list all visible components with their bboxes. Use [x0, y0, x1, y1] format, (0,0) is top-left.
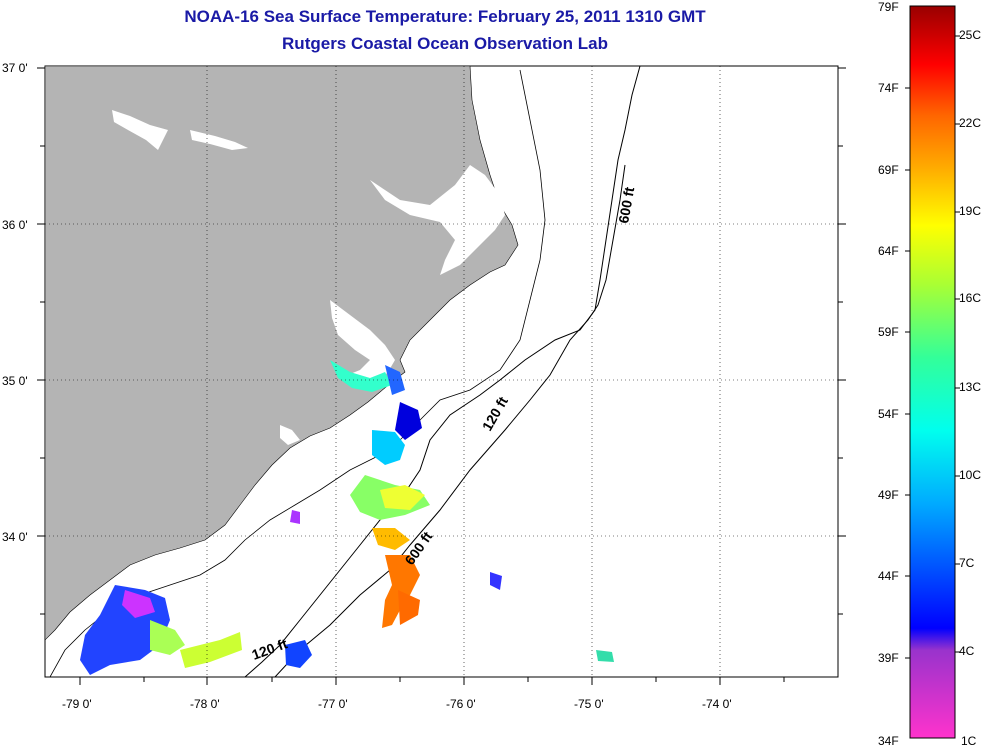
colorbar-f-label: 74F [878, 81, 899, 95]
lat-label: 35 0' [2, 374, 28, 388]
colorbar-f-label: 39F [878, 651, 899, 665]
colorbar-c-label: 10C [959, 468, 982, 482]
sound [190, 130, 248, 150]
map-title: NOAA-16 Sea Surface Temperature: Februar… [184, 7, 706, 26]
colorbar-c-label: 22C [959, 116, 982, 130]
lon-label: -78 0' [190, 697, 220, 711]
colorbar-f-label: 69F [878, 163, 899, 177]
lon-label: -76 0' [446, 697, 476, 711]
sound [280, 425, 300, 445]
colorbar-f-label: 54F [878, 407, 899, 421]
colorbar-c-label: 25C [959, 28, 982, 42]
axis-ticks [37, 67, 846, 685]
colorbar-f-label: 59F [878, 325, 899, 339]
colorbar-f-label: 34F [878, 734, 899, 748]
colorbar-c-label: 4C [959, 644, 975, 658]
isobath-120ft [244, 66, 641, 677]
colorbar-c-label: 13C [959, 380, 982, 394]
lat-label: 36 0' [2, 218, 28, 232]
graticule [45, 66, 838, 677]
colorbar-f-label: 64F [878, 244, 899, 258]
isobath-600ft [274, 164, 626, 677]
sst-data-patches [80, 360, 614, 675]
lon-label: -75 0' [574, 697, 604, 711]
lon-label: -74 0' [702, 697, 732, 711]
colorbar-c-label: 16C [959, 291, 982, 305]
sound [370, 165, 505, 275]
colorbar-f-label: 44F [878, 569, 899, 583]
lat-label: 37 0' [2, 61, 28, 75]
sound [112, 110, 168, 150]
colorbar-f-label: 49F [878, 488, 899, 502]
lat-label: 34 0' [2, 530, 28, 544]
sound [330, 300, 395, 386]
colorbar-c-label: 19C [959, 204, 982, 218]
colorbar-f-label: 79F [878, 0, 899, 14]
colorbar-ticks [905, 35, 960, 659]
isobath-label: 600 ft [615, 185, 637, 224]
colorbar-c-label: 1C [961, 734, 977, 748]
map-subtitle: Rutgers Coastal Ocean Observation Lab [282, 34, 608, 53]
lon-label: -77 0' [318, 697, 348, 711]
colorbar [909, 5, 956, 739]
lon-label: -79 0' [62, 697, 92, 711]
land-mass [45, 66, 519, 641]
colorbar-c-label: 7C [959, 556, 975, 570]
